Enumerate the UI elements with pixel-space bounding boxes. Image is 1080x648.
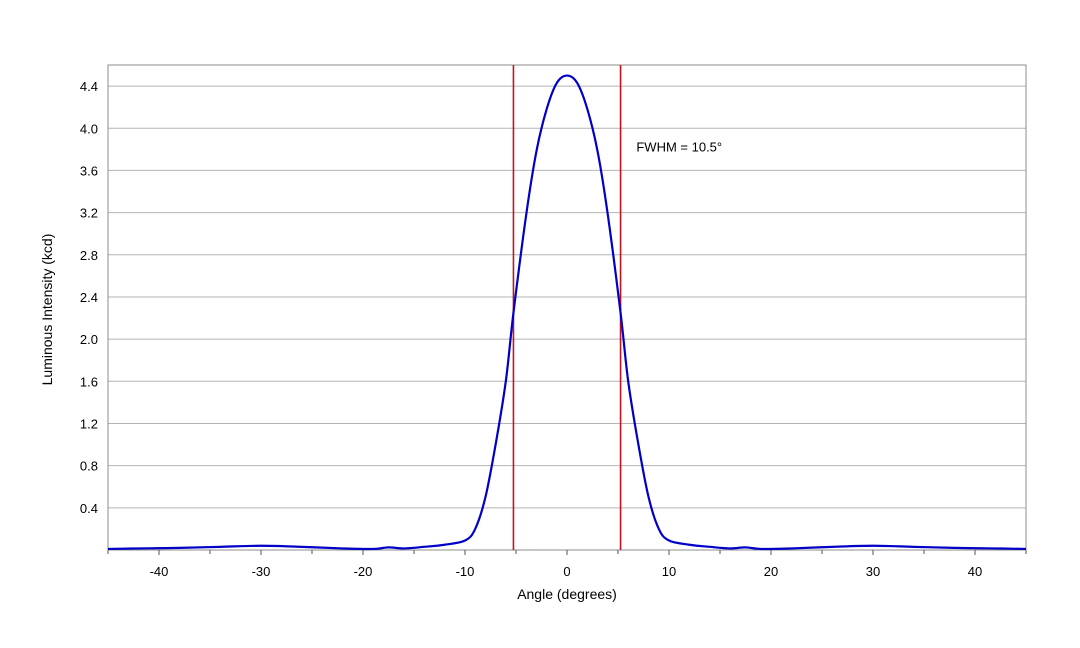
x-tick-labels: -40 -30 -20 -10 0 10 20 30 40: [107, 550, 1027, 579]
y-tick-label: 0.8: [80, 459, 98, 474]
x-tick-label: 20: [764, 564, 778, 579]
x-tick-label: 30: [866, 564, 880, 579]
x-tick-label: -20: [354, 564, 373, 579]
y-tick-label: 3.2: [80, 206, 98, 221]
y-tick-label: 2.0: [80, 332, 98, 347]
x-tick-label: -10: [456, 564, 475, 579]
y-tick-label: 2.8: [80, 248, 98, 263]
y-tick-label: 0.4: [80, 501, 98, 516]
y-tick-label: 1.2: [80, 416, 98, 431]
annotations: FWHM = 10.5°: [636, 139, 722, 154]
x-tick-label: -40: [150, 564, 169, 579]
y-axis-label: Luminous Intensity (kcd): [39, 234, 55, 386]
x-axis-label: Angle (degrees): [517, 586, 617, 602]
grid-lines: [108, 85, 1026, 551]
fwhm-annotation: FWHM = 10.5°: [636, 139, 722, 154]
y-tick-label: 2.4: [80, 290, 98, 305]
plot-area-frame: [107, 64, 1027, 551]
y-tick-labels: 0.4 0.8 1.2 1.6 2.0 2.4 2.8 3.2 3.6 4.0 4.4: [80, 79, 98, 516]
y-tick-label: 4.4: [80, 79, 98, 94]
x-tick-label: -30: [252, 564, 271, 579]
fwhm-marker-lines: [512, 65, 622, 550]
x-tick-label: 40: [968, 564, 982, 579]
x-tick-label: 0: [563, 564, 570, 579]
y-tick-label: 1.6: [80, 374, 98, 389]
intensity-curve: [107, 74, 1027, 551]
x-tick-label: 10: [662, 564, 676, 579]
y-tick-label: 3.6: [80, 163, 98, 178]
y-tick-label: 4.0: [80, 121, 98, 136]
